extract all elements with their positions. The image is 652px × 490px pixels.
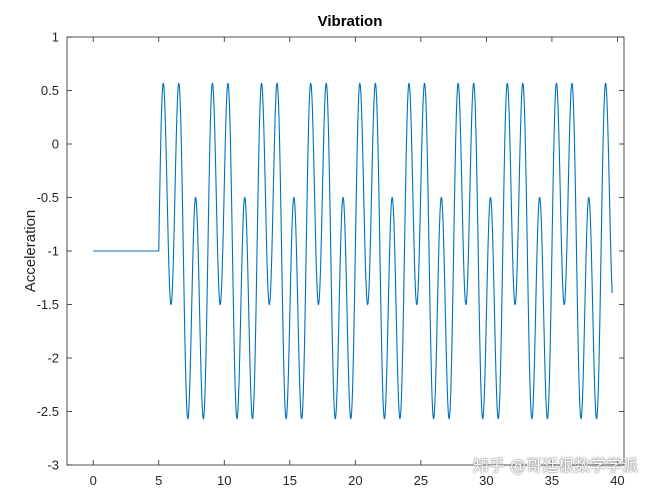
y-axis-label: Acceleration — [22, 210, 39, 293]
y-tick-label: -2.5 — [37, 404, 59, 419]
x-tick-label: 0 — [90, 473, 97, 488]
x-tick-label: 15 — [283, 473, 297, 488]
x-tick-label: 5 — [155, 473, 162, 488]
x-tick-label: 30 — [479, 473, 493, 488]
series-line-acceleration — [93, 82, 613, 420]
y-tick-label: -1 — [47, 244, 59, 259]
y-tick-label: -3 — [47, 458, 59, 473]
x-tick-label: 10 — [217, 473, 231, 488]
x-tick-label: 25 — [414, 473, 428, 488]
x-axis-ticks: 0 5 10 15 20 25 30 35 40 — [90, 37, 625, 488]
y-tick-label: -2 — [47, 351, 59, 366]
y-tick-label: -0.5 — [37, 190, 59, 205]
watermark: 知乎 @哥廷根数学学派 — [472, 456, 638, 475]
y-tick-label: 1 — [52, 30, 59, 45]
y-tick-label: 0.5 — [41, 83, 59, 98]
x-tick-label: 20 — [348, 473, 362, 488]
x-tick-label: 40 — [610, 473, 624, 488]
chart-title: Vibration — [318, 13, 383, 30]
x-tick-label: 35 — [545, 473, 559, 488]
y-tick-label: -1.5 — [37, 297, 59, 312]
y-axis-ticks: 1 0.5 0 -0.5 -1 -1.5 -2 -2.5 -3 — [37, 30, 624, 473]
y-tick-label: 0 — [52, 137, 59, 152]
